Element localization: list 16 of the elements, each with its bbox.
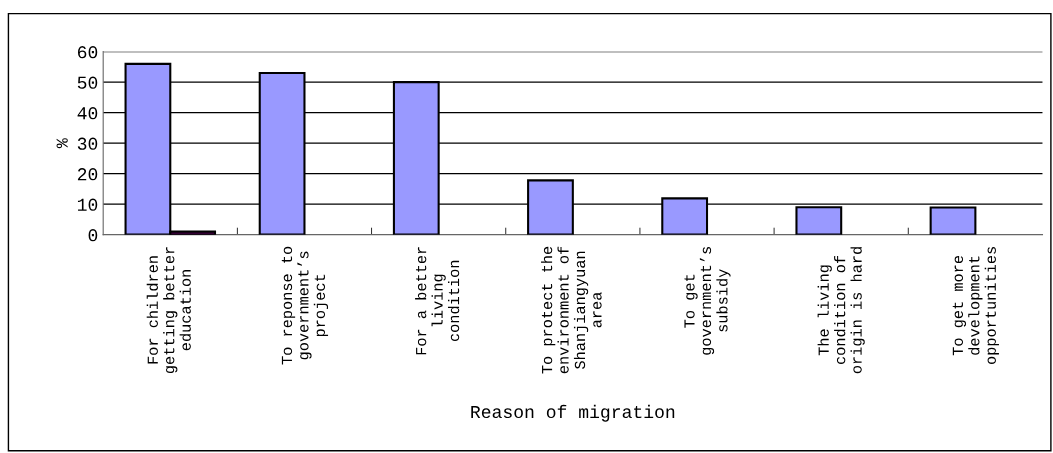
x-tick-label: To get government’s subsidy: [684, 247, 731, 355]
y-tick-label: 60: [77, 46, 98, 59]
y-tick-label: 0: [88, 229, 98, 242]
y-tick-label: 10: [77, 198, 98, 211]
y-axis-title: %: [56, 138, 68, 149]
y-tick-label: 30: [77, 137, 98, 150]
x-tick-label: For children getting better education: [146, 247, 191, 374]
y-tick-label: 20: [77, 168, 98, 181]
x-tick-label: For a better living condition: [415, 247, 460, 355]
x-tick-label: To reponse to government’s project: [281, 246, 329, 365]
x-tick-label: To protect the environment of Shanjiangyuan area: [541, 246, 602, 374]
x-tick-label: The living condition of origin is hard: [817, 247, 865, 374]
y-tick-label: 40: [77, 107, 98, 120]
x-axis-title: Reason of migration: [471, 404, 675, 422]
x-tick-label: To get more development opportunities: [952, 247, 999, 364]
y-tick-label: 50: [77, 76, 98, 89]
